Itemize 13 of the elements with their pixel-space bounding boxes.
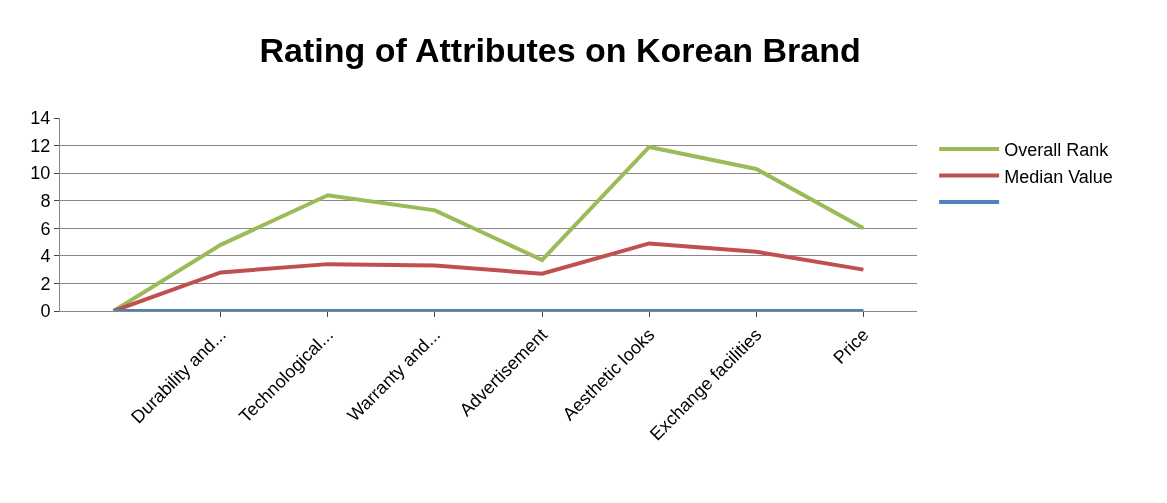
chart-title: Rating of Attributes on Korean Brand xyxy=(259,31,861,70)
y-tick-label: 0 xyxy=(40,301,51,322)
y-tick-label: 6 xyxy=(40,218,51,239)
y-tick-label: 10 xyxy=(30,163,51,184)
y-tick-label: 14 xyxy=(30,108,51,129)
y-tick-label: 8 xyxy=(40,191,51,212)
line-series xyxy=(111,144,866,311)
y-tick-label: 12 xyxy=(30,135,51,156)
y-tick-label: 4 xyxy=(40,246,51,267)
legend-label: Overall Rank xyxy=(1004,140,1110,161)
y-tick-label: 2 xyxy=(40,273,51,294)
line-series xyxy=(111,241,866,311)
legend-label: Median Value xyxy=(1004,166,1113,187)
